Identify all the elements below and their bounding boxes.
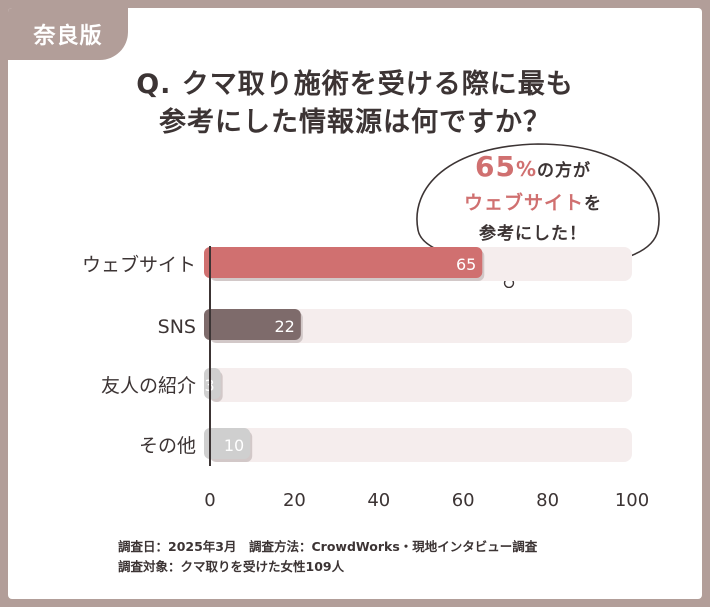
callout-line-1: 65%の方が xyxy=(418,150,648,183)
callout-line-2: ウェブサイトを xyxy=(418,188,648,215)
survey-info-line-2: 調査対象：クマ取りを受けた女性109人 xyxy=(118,559,345,574)
infographic-card: 奈良版 Q. クマ取り施術を受ける際に最も 参考にした情報源は何ですか？ 65%… xyxy=(8,8,702,599)
callout-percent: 65 xyxy=(474,150,516,183)
x-tick-label: 0 xyxy=(204,490,215,511)
callout-line-3: 参考にした！ xyxy=(479,224,587,244)
data-label: 10 xyxy=(224,436,244,455)
bar xyxy=(204,428,251,459)
category-label: その他 xyxy=(139,435,196,457)
bar-track xyxy=(210,428,632,462)
data-label: 65 xyxy=(456,255,476,274)
callout-line-2-text: を xyxy=(584,194,602,214)
category-label: SNS xyxy=(158,316,196,338)
x-tick-label: 60 xyxy=(452,490,475,511)
survey-info-line-1: 調査日：2025年3月 調査方法：CrowdWorks・現地インタビュー調査 xyxy=(118,539,538,554)
region-badge: 奈良版 xyxy=(8,8,128,60)
question-line-2: 参考にした情報源は何ですか？ xyxy=(159,107,551,138)
question-line-1: Q. クマ取り施術を受ける際に最も xyxy=(136,69,574,100)
bar xyxy=(204,247,483,278)
x-tick-label: 100 xyxy=(615,490,649,511)
category-label: 友人の紹介 xyxy=(101,375,196,397)
x-tick-label: 20 xyxy=(283,490,306,511)
data-label: 22 xyxy=(274,317,294,336)
callout-percent-sign: % xyxy=(515,157,537,181)
callout-line-1-text: の方が xyxy=(537,161,591,181)
x-tick-label: 40 xyxy=(367,490,390,511)
bar-chart: ウェブサイト65SNS22友人の紹介3その他10020406080100 xyxy=(82,246,649,511)
bar xyxy=(204,309,301,340)
bar xyxy=(204,368,221,399)
category-label: ウェブサイト xyxy=(82,253,196,276)
bar-track xyxy=(210,309,632,343)
callout-highlight: ウェブサイト xyxy=(463,192,584,214)
x-tick-label: 80 xyxy=(536,490,559,511)
bar-track xyxy=(210,368,632,402)
